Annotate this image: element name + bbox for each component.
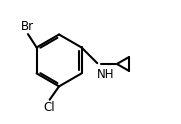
Text: Br: Br [21,20,34,33]
Text: NH: NH [96,68,114,81]
Text: Cl: Cl [43,101,55,113]
